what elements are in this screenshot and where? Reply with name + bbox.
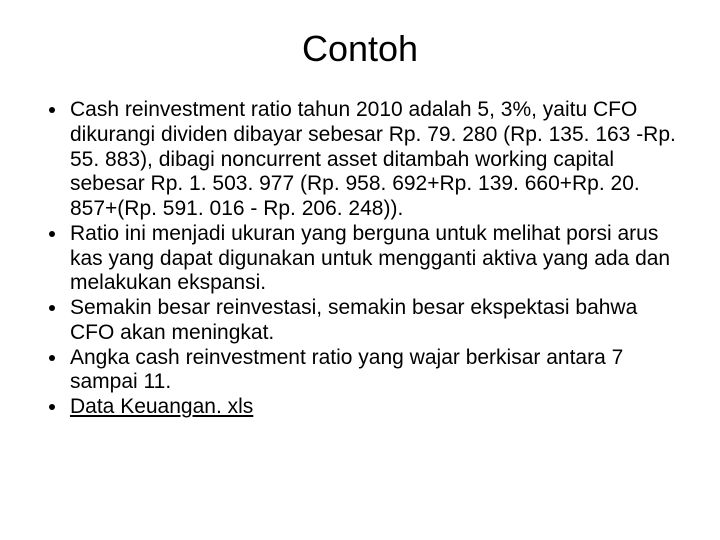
list-item: Angka cash reinvestment ratio yang wajar…	[68, 346, 686, 396]
list-item: Ratio ini menjadi ukuran yang berguna un…	[68, 222, 686, 296]
list-item: Cash reinvestment ratio tahun 2010 adala…	[68, 98, 686, 222]
file-link[interactable]: Data Keuangan. xls	[70, 395, 253, 418]
list-item: Semakin besar reinvestasi, semakin besar…	[68, 296, 686, 346]
bullet-list: Cash reinvestment ratio tahun 2010 adala…	[34, 98, 686, 420]
list-item-link: Data Keuangan. xls	[68, 395, 686, 420]
slide-title: Contoh	[34, 28, 686, 70]
slide-container: Contoh Cash reinvestment ratio tahun 201…	[0, 0, 720, 540]
